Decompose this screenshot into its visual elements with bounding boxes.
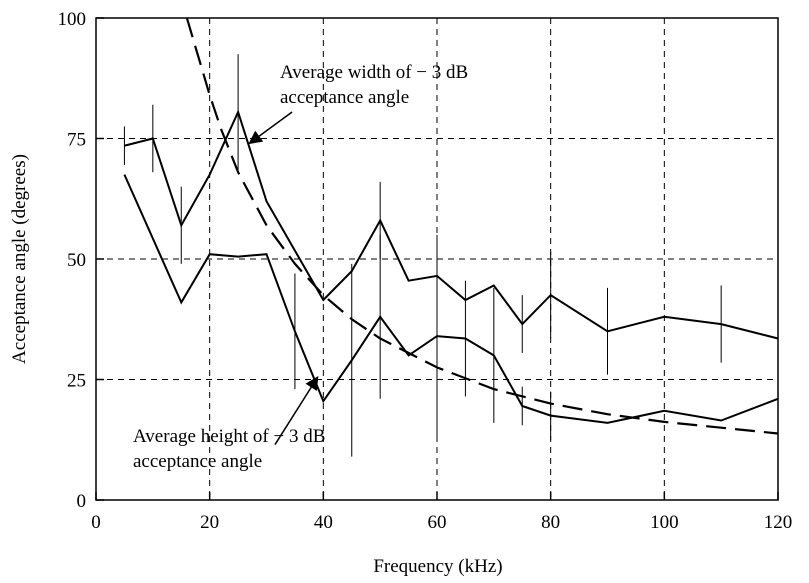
y-tick-label: 100 (58, 9, 87, 30)
axes (95, 17, 779, 501)
annotation-line-2: acceptance angle (133, 451, 262, 472)
series-line-height (123, 174, 779, 424)
series-line-width (124, 109, 779, 340)
annotation-line-2: acceptance angle (280, 87, 409, 108)
y-tick-label: 50 (67, 250, 86, 271)
x-tick-label: 60 (428, 512, 447, 533)
tick-labels: 0 25 50 75 100 0 20 40 60 80 100 120 (58, 9, 793, 533)
annotation-line-1: Average width of − 3 dB (280, 62, 468, 83)
series-line-model (185, 17, 779, 435)
y-tick-label: 75 (67, 130, 86, 151)
x-tick-label: 20 (200, 512, 219, 533)
annotations: Average width of − 3 dB acceptance angle A… (133, 62, 468, 472)
x-axis-label: Frequency (kHz) (373, 556, 502, 577)
x-tick-label: 100 (650, 512, 679, 533)
y-tick-label: 0 (77, 491, 87, 512)
x-tick-label: 120 (764, 512, 793, 533)
x-tick-label: 0 (91, 512, 101, 533)
x-tick-label: 40 (314, 512, 333, 533)
series (123, 17, 779, 457)
annotation-line-1: Average height of − 3 dB (133, 426, 325, 447)
annotation-arrow (248, 111, 293, 145)
x-tick-label: 80 (541, 512, 560, 533)
annotation-arrow (274, 375, 319, 445)
y-tick-label: 25 (67, 371, 86, 392)
y-axis-label: Acceptance angle (degrees) (9, 154, 30, 364)
